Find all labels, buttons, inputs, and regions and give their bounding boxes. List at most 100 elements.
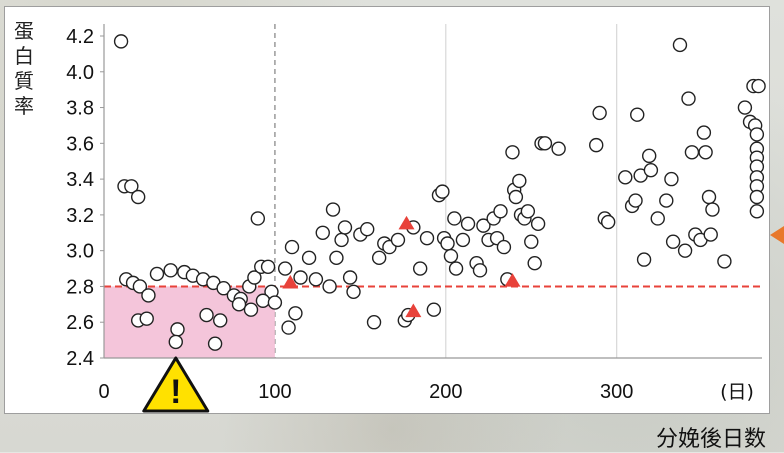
data-point — [476, 218, 491, 233]
y-tick-label: 4.2 — [66, 26, 94, 48]
data-point — [132, 279, 148, 294]
data-point — [636, 252, 652, 267]
data-point — [681, 91, 696, 106]
low-protein-region — [104, 286, 275, 358]
y-tick-label: 2.4 — [66, 348, 94, 370]
orange-arrow-icon — [770, 226, 784, 244]
data-point — [277, 261, 293, 276]
data-point — [260, 259, 276, 274]
data-point — [213, 313, 228, 328]
data-point — [371, 250, 387, 266]
data-point — [139, 311, 154, 326]
data-point — [250, 211, 266, 226]
y-tick-label: 3.2 — [66, 205, 94, 227]
data-point — [426, 302, 442, 317]
data-point — [455, 232, 471, 248]
data-point — [618, 170, 633, 185]
data-point — [366, 315, 382, 330]
data-point — [141, 288, 156, 303]
y-tick-label: 3.0 — [66, 241, 94, 263]
data-point — [284, 239, 300, 255]
data-point — [301, 250, 317, 266]
y-tick-label: 3.8 — [66, 98, 94, 120]
data-point — [684, 145, 700, 160]
data-point — [267, 295, 283, 310]
data-point — [592, 105, 607, 121]
data-point — [163, 263, 178, 278]
data-point — [551, 141, 566, 156]
x-tick-label: 100 — [258, 381, 291, 403]
data-point — [149, 266, 165, 282]
data-point — [308, 272, 324, 287]
data-point — [737, 100, 753, 115]
data-point — [496, 239, 512, 255]
data-point — [749, 127, 765, 142]
data-point — [664, 171, 679, 187]
x-tick-label: 200 — [429, 381, 462, 403]
data-point — [170, 322, 185, 337]
data-point — [701, 189, 717, 205]
y-tick-label: 3.6 — [66, 133, 94, 155]
data-point — [705, 202, 720, 217]
data-point — [698, 145, 713, 160]
data-point — [255, 293, 271, 308]
data-point — [589, 137, 604, 153]
data-point — [130, 189, 146, 205]
x-unit-label: (日) — [720, 381, 754, 403]
data-point — [447, 211, 462, 226]
data-point — [288, 306, 303, 321]
data-point — [325, 202, 341, 217]
data-point — [628, 193, 643, 208]
data-point — [659, 193, 674, 208]
data-point — [168, 334, 183, 350]
data-point — [334, 232, 349, 248]
y-axis-label: 蛋白質率 — [14, 21, 34, 118]
warning-icon — [142, 356, 210, 413]
data-point — [419, 230, 435, 246]
data-point — [512, 173, 527, 189]
data-point — [650, 211, 665, 226]
data-point — [243, 302, 259, 317]
data-point — [342, 270, 358, 285]
data-point — [530, 216, 546, 232]
data-point — [216, 281, 231, 296]
data-point — [600, 214, 616, 230]
data-point — [293, 270, 308, 285]
data-point — [642, 148, 657, 164]
y-tick-label: 2.6 — [66, 312, 94, 334]
data-point — [337, 220, 353, 235]
data-point — [493, 204, 508, 219]
data-point — [643, 162, 659, 178]
data-point — [448, 261, 464, 276]
x-tick-label: 0 — [98, 381, 109, 403]
y-tick-label: 2.8 — [66, 276, 94, 298]
data-point — [703, 227, 718, 242]
data-point — [231, 297, 247, 312]
data-point — [412, 261, 428, 276]
data-point — [677, 243, 693, 258]
triangle-point — [504, 273, 521, 287]
data-point — [440, 236, 455, 251]
data-point — [329, 250, 344, 266]
data-point — [672, 37, 688, 53]
data-point — [505, 145, 520, 160]
data-point — [508, 189, 524, 205]
data-point — [124, 179, 139, 194]
data-point — [537, 136, 553, 151]
x-tick-label: 300 — [600, 381, 633, 403]
triangle-point — [398, 215, 415, 230]
y-tick-label: 4.0 — [66, 62, 94, 84]
data-point — [322, 279, 337, 294]
x-axis-label: 分娩後日数 — [655, 426, 766, 451]
data-point — [524, 234, 539, 249]
data-point — [390, 232, 406, 248]
data-point — [696, 125, 712, 140]
triangle-point — [282, 274, 299, 289]
data-point — [472, 263, 488, 278]
data-point — [527, 255, 542, 271]
data-point — [207, 336, 223, 351]
triangle-point — [405, 303, 422, 318]
data-point — [113, 34, 129, 49]
data-point — [281, 320, 296, 335]
